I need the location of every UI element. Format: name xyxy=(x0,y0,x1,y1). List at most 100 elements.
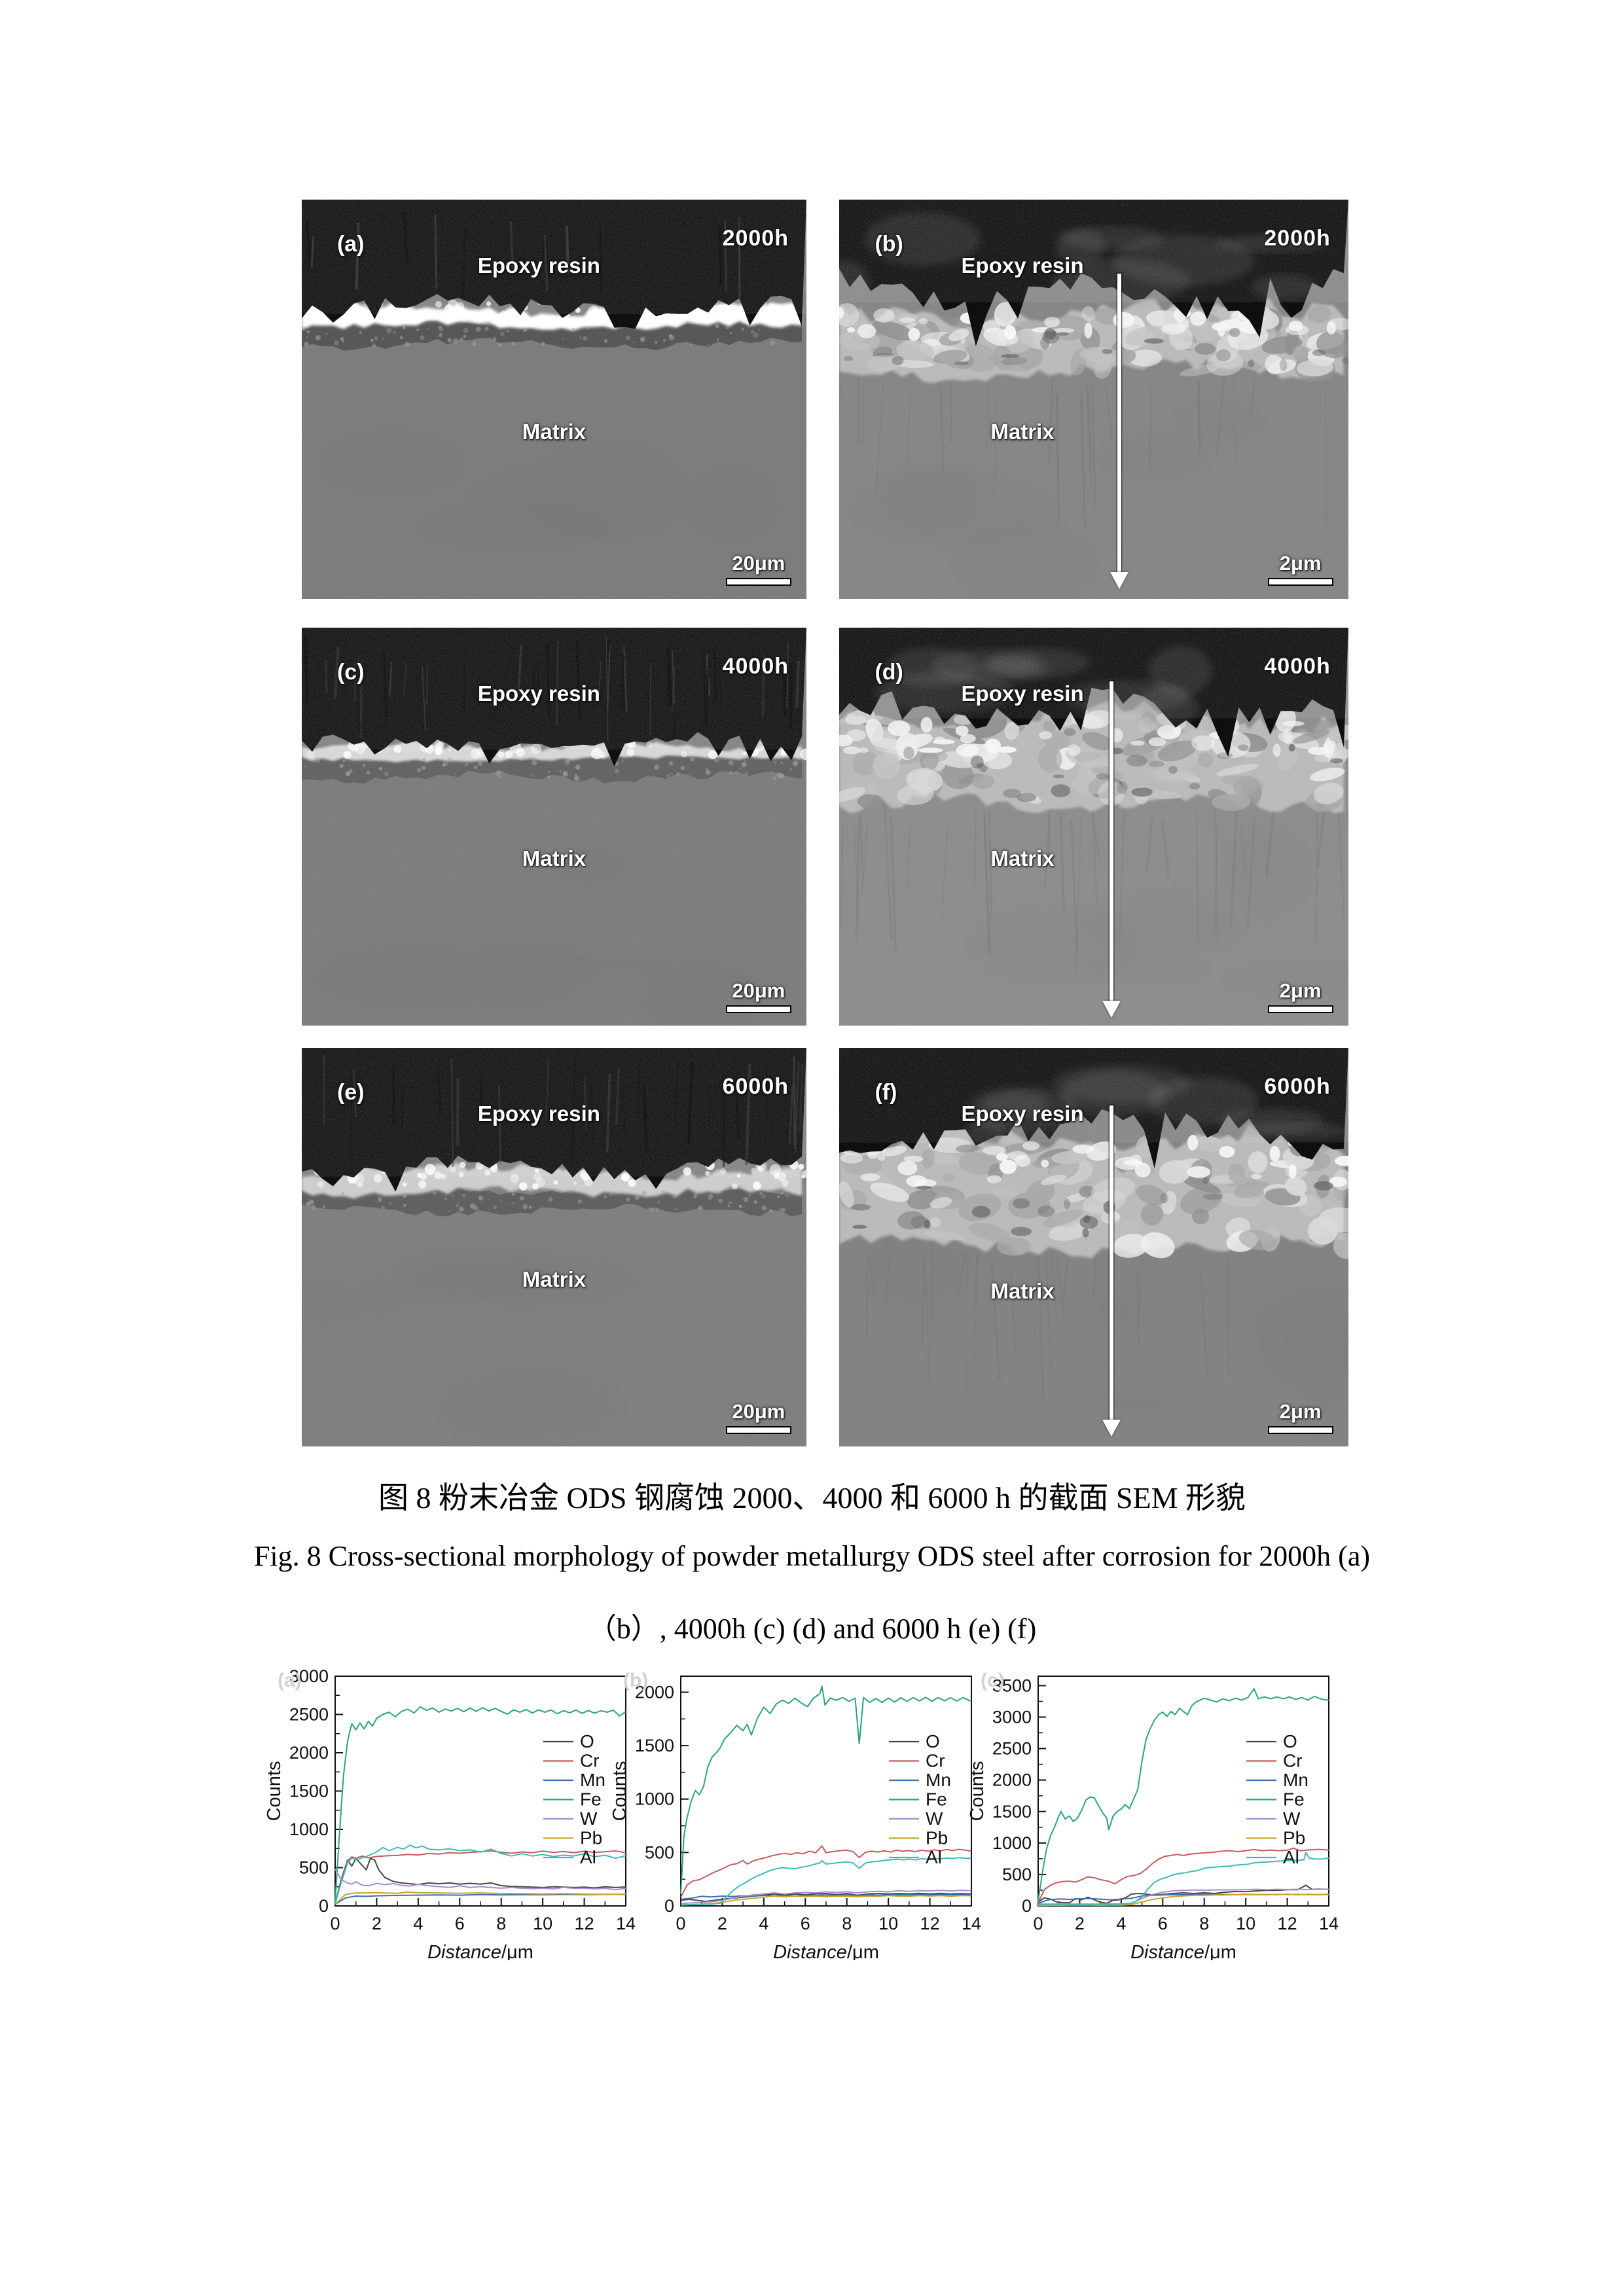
svg-text:O: O xyxy=(1283,1731,1297,1751)
sem-micrograph-texture xyxy=(302,1048,806,1446)
svg-text:Cr: Cr xyxy=(926,1751,945,1771)
svg-text:2000: 2000 xyxy=(992,1770,1032,1790)
scale-bar-line xyxy=(725,1005,791,1013)
svg-text:6: 6 xyxy=(1158,1914,1168,1933)
scale-bar-line xyxy=(725,578,791,586)
svg-text:0: 0 xyxy=(676,1914,685,1933)
svg-text:10: 10 xyxy=(533,1914,552,1933)
svg-text:2000: 2000 xyxy=(635,1682,674,1702)
svg-text:14: 14 xyxy=(962,1914,981,1933)
eds-line-scan-chart-3: (c) 0 2 4 6 8 10 12 14 0 500 1000 1500 2000 2500 3000 3… xyxy=(965,1666,1344,1963)
svg-text:O: O xyxy=(580,1731,594,1751)
svg-text:12: 12 xyxy=(575,1914,594,1933)
arrow-shaft xyxy=(1117,273,1121,572)
matrix-label: Matrix xyxy=(522,846,586,871)
scale-bar-label: 20μm xyxy=(732,978,785,1002)
svg-text:0: 0 xyxy=(319,1896,329,1916)
arrow-head-icon xyxy=(1102,1000,1121,1018)
scale-bar: 20μm xyxy=(725,1399,791,1434)
chart-panel-letter: (c) xyxy=(981,1670,1005,1691)
svg-text:8: 8 xyxy=(496,1914,506,1933)
matrix-label: Matrix xyxy=(990,419,1055,444)
matrix-label: Matrix xyxy=(522,419,586,444)
svg-text:Mn: Mn xyxy=(580,1770,605,1790)
eds-line-scan-chart-1: (a) 0 2 4 6 8 10 12 14 0 500 1000 1500 2000 2500 3000 C… xyxy=(262,1666,641,1963)
svg-text:Al: Al xyxy=(926,1847,942,1867)
scale-bar: 20μm xyxy=(725,978,791,1013)
svg-text:Fe: Fe xyxy=(1283,1789,1305,1810)
exposure-time-label: 2000h xyxy=(722,225,789,251)
figure-caption-chinese: 图 8 粉末冶金 ODS 钢腐蚀 2000、4000 和 6000 h 的截面 … xyxy=(378,1481,1246,1515)
svg-text:8: 8 xyxy=(842,1914,852,1933)
panel-letter: (c) xyxy=(336,659,365,685)
svg-text:Al: Al xyxy=(580,1847,596,1867)
chart-canvas: 0 2 4 6 8 10 12 14 0 500 1000 1500 2000 2500 3000 3500 C… xyxy=(967,1676,1339,1963)
exposure-time-label: 6000h xyxy=(722,1073,789,1099)
svg-text:500: 500 xyxy=(1002,1865,1032,1884)
panel-letter: (b) xyxy=(875,231,903,257)
svg-text:6: 6 xyxy=(455,1914,465,1933)
depth-arrow-annotation xyxy=(1102,1105,1121,1437)
sem-image-c: (c) 4000h Epoxy resin Matrix 20μm xyxy=(302,628,806,1026)
svg-text:Al: Al xyxy=(1283,1847,1299,1867)
sem-micrograph-texture xyxy=(302,628,806,1026)
svg-text:Distance/μm: Distance/μm xyxy=(773,1942,879,1960)
svg-text:4: 4 xyxy=(759,1914,768,1933)
svg-text:Pb: Pb xyxy=(926,1828,948,1848)
svg-text:Fe: Fe xyxy=(580,1789,602,1810)
figure-caption-english-line1: Fig. 8 Cross-sectional morphology of pow… xyxy=(253,1540,1371,1572)
svg-text:Mn: Mn xyxy=(926,1770,951,1790)
exposure-time-label: 6000h xyxy=(1264,1073,1331,1099)
svg-text:Cr: Cr xyxy=(580,1751,600,1771)
svg-text:1500: 1500 xyxy=(289,1782,329,1801)
scale-bar-label: 2μm xyxy=(1279,978,1322,1002)
svg-text:10: 10 xyxy=(878,1914,898,1933)
svg-text:500: 500 xyxy=(299,1858,329,1878)
svg-text:W: W xyxy=(926,1808,943,1829)
svg-text:500: 500 xyxy=(645,1842,674,1862)
scale-bar: 2μm xyxy=(1267,978,1333,1013)
svg-text:10: 10 xyxy=(1236,1914,1255,1933)
svg-text:4: 4 xyxy=(1116,1914,1126,1933)
scale-bar: 20μm xyxy=(725,552,791,586)
scale-bar-label: 20μm xyxy=(732,1399,785,1423)
svg-text:O: O xyxy=(926,1731,940,1751)
exposure-time-label: 4000h xyxy=(722,653,789,679)
svg-text:3000: 3000 xyxy=(289,1666,329,1686)
svg-text:2: 2 xyxy=(1075,1914,1085,1933)
svg-text:2: 2 xyxy=(717,1914,727,1933)
epoxy-resin-label: Epoxy resin xyxy=(961,253,1084,278)
scale-bar-line xyxy=(1267,1005,1333,1013)
svg-text:Fe: Fe xyxy=(926,1789,947,1810)
svg-text:4: 4 xyxy=(413,1914,423,1933)
sem-image-a: (a) 2000h Epoxy resin Matrix 20μm xyxy=(302,200,806,599)
eds-line-scan-chart-2: (b) 0 2 4 6 8 10 12 14 0 500 1000 1500 2000 Counts Dis… xyxy=(607,1666,987,1963)
svg-text:W: W xyxy=(1283,1808,1301,1829)
svg-text:6: 6 xyxy=(801,1914,810,1933)
svg-text:0: 0 xyxy=(664,1896,674,1916)
scale-bar-line xyxy=(1267,578,1333,586)
svg-text:Counts: Counts xyxy=(609,1761,630,1821)
panel-letter: (a) xyxy=(336,231,365,257)
scale-bar-line xyxy=(1267,1426,1333,1434)
svg-text:3000: 3000 xyxy=(992,1708,1032,1727)
panel-letter: (f) xyxy=(875,1079,897,1105)
svg-text:W: W xyxy=(580,1808,598,1829)
sem-image-d: (d) 4000h Epoxy resin Matrix 2μm xyxy=(839,628,1348,1026)
svg-text:0: 0 xyxy=(1033,1914,1043,1933)
matrix-label: Matrix xyxy=(990,846,1055,871)
exposure-time-label: 2000h xyxy=(1264,225,1331,251)
svg-text:1000: 1000 xyxy=(635,1789,674,1809)
epoxy-resin-label: Epoxy resin xyxy=(961,1102,1084,1126)
chart-panel-letter: (b) xyxy=(623,1670,649,1691)
arrow-head-icon xyxy=(1102,1419,1121,1437)
svg-text:3500: 3500 xyxy=(992,1676,1032,1695)
chart-canvas: 0 2 4 6 8 10 12 14 0 500 1000 1500 2000 Counts Distanc… xyxy=(609,1676,981,1963)
panel-letter: (d) xyxy=(875,659,903,685)
epoxy-resin-label: Epoxy resin xyxy=(961,681,1084,706)
scale-bar: 2μm xyxy=(1267,1400,1333,1434)
scale-bar-line xyxy=(725,1426,791,1434)
scale-bar-label: 20μm xyxy=(732,552,785,575)
epoxy-resin-label: Epoxy resin xyxy=(477,681,600,706)
svg-text:1500: 1500 xyxy=(992,1802,1032,1821)
